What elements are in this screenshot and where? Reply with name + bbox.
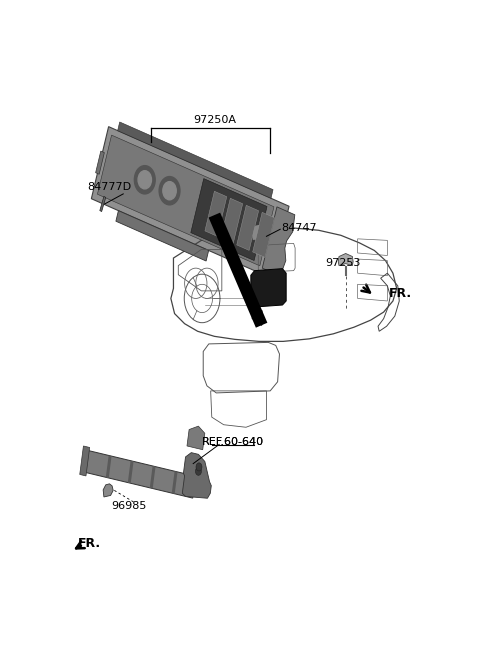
- Polygon shape: [96, 151, 104, 174]
- Text: 84747: 84747: [281, 223, 317, 233]
- Polygon shape: [252, 213, 275, 257]
- Polygon shape: [205, 192, 227, 236]
- Text: 97250A: 97250A: [193, 115, 236, 125]
- Polygon shape: [80, 446, 90, 476]
- Polygon shape: [100, 196, 106, 212]
- Text: 84777D: 84777D: [87, 182, 131, 192]
- Polygon shape: [172, 471, 178, 494]
- Text: REF.60-640: REF.60-640: [202, 438, 264, 447]
- Polygon shape: [118, 122, 273, 198]
- Polygon shape: [338, 253, 353, 266]
- Polygon shape: [252, 310, 262, 325]
- Text: FR.: FR.: [389, 287, 412, 300]
- Polygon shape: [106, 455, 111, 478]
- Polygon shape: [128, 461, 133, 483]
- Polygon shape: [187, 426, 205, 450]
- Circle shape: [138, 171, 152, 189]
- Text: FR.: FR.: [78, 537, 101, 550]
- Polygon shape: [91, 127, 289, 278]
- Circle shape: [134, 165, 155, 194]
- Circle shape: [163, 182, 176, 200]
- Polygon shape: [82, 450, 195, 498]
- Polygon shape: [262, 207, 295, 276]
- Polygon shape: [116, 211, 209, 261]
- Polygon shape: [150, 466, 156, 489]
- Text: 96985: 96985: [111, 501, 146, 510]
- Polygon shape: [252, 224, 267, 240]
- Text: REF.60-640: REF.60-640: [202, 438, 264, 447]
- Text: 97253: 97253: [325, 258, 360, 268]
- Polygon shape: [221, 198, 243, 243]
- Polygon shape: [237, 205, 259, 251]
- Polygon shape: [191, 178, 267, 260]
- Circle shape: [196, 463, 202, 471]
- Polygon shape: [103, 484, 113, 497]
- Polygon shape: [97, 135, 274, 266]
- Circle shape: [195, 467, 202, 476]
- Polygon shape: [182, 453, 211, 499]
- Polygon shape: [251, 269, 286, 307]
- Circle shape: [159, 176, 180, 205]
